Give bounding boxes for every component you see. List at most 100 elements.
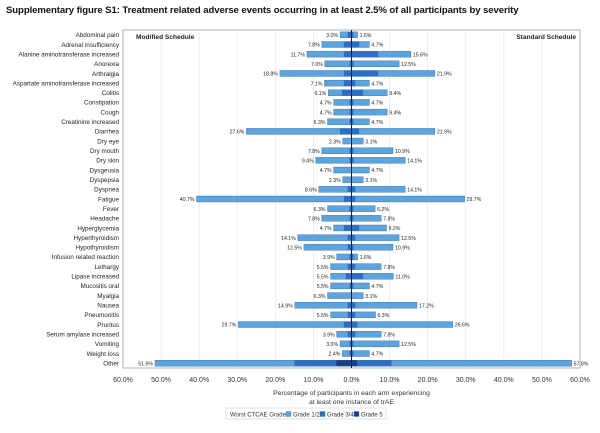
x-tick-label: 40.0% [494, 377, 514, 384]
data-label-standard: 4.7% [371, 284, 383, 290]
bar-modified-grade-3-4 [347, 263, 352, 270]
data-label-standard: 3.1% [365, 294, 377, 300]
data-label-standard: 10.9% [395, 149, 410, 155]
category-label: Cough [100, 109, 119, 116]
bar-standard-grade-3-4 [351, 273, 363, 280]
bar-modified-grade-1-2 [333, 108, 352, 116]
right-panel-label: Standard Schedule [516, 34, 576, 41]
data-label-standard: 6.3% [377, 313, 389, 319]
bar-standard-grade-3-4 [351, 302, 356, 309]
data-label-standard: 12.5% [401, 342, 416, 348]
bar-standard-grade-1-2 [351, 215, 382, 222]
bar-modified-grade-3-4 [347, 311, 352, 318]
bar-modified-grade-3-4 [343, 70, 352, 77]
data-label-standard: 9.2% [389, 226, 401, 232]
bar-modified-grade-3-4 [345, 273, 352, 280]
bar-modified-grade-3-4 [349, 215, 352, 222]
legend-swatch [353, 411, 360, 417]
bar-modified-grade-1-2 [318, 186, 352, 193]
x-tick-label: 20.0% [418, 377, 438, 384]
data-label-standard: 29.7% [467, 197, 482, 203]
category-label: Diarrhea [95, 129, 120, 136]
left-panel-label: Modified Schedule [136, 34, 195, 41]
data-label-standard: 9.4% [389, 110, 401, 116]
data-label-modified: 9.4% [302, 159, 314, 165]
bar-modified-grade-1-2 [238, 321, 352, 328]
category-label: Hyperglycemia [77, 225, 119, 232]
data-label-modified: 6.3% [314, 120, 326, 126]
bar-modified-grade-3-4 [349, 157, 352, 164]
data-label-standard: 10.9% [395, 245, 410, 251]
category-label: Myalgia [97, 293, 119, 300]
data-label-standard: 6.2% [377, 207, 389, 213]
bar-standard-grade-1-2 [351, 157, 406, 164]
bar-modified-grade-3-4 [347, 234, 352, 241]
data-label-modified: 2.4% [329, 352, 341, 358]
legend-entry: Grade 3/4 [327, 413, 354, 419]
bar-standard-grade-3-4 [351, 89, 363, 96]
data-label-standard: 3.1% [365, 139, 377, 145]
x-tick-label: 10.0% [380, 377, 400, 384]
bar-standard-grade-3-4 [351, 311, 356, 318]
x-tick-label: 30.0% [227, 377, 247, 384]
bar-modified-grade-5 [336, 360, 352, 367]
bar-modified-grade-3-4 [349, 109, 352, 116]
bar-modified-grade-1-2 [342, 176, 352, 183]
category-label: Dyspepsia [90, 177, 120, 184]
bar-standard-grade-3-4 [351, 282, 354, 289]
bar-modified-grade-3-4 [343, 41, 352, 48]
bar-standard-grade-3-4 [351, 263, 356, 270]
category-label: Infusion related reaction [52, 254, 120, 261]
data-label-standard: 4.7% [371, 352, 383, 358]
bar-modified-grade-3-4 [349, 205, 352, 212]
category-label: Anorexia [94, 61, 119, 68]
data-label-modified: 14.9% [278, 303, 293, 309]
x-axis-label: Percentage of participants in each arm e… [273, 390, 430, 397]
bar-modified-grade-1-2 [321, 147, 352, 154]
category-label: Pneumonitis [84, 312, 119, 319]
data-label-modified: 5.5% [317, 265, 329, 271]
bar-standard-grade-3-4 [351, 234, 356, 241]
category-label: Aspartate aminotransferase increased [13, 80, 120, 87]
bar-standard-grade-1-2 [351, 166, 370, 174]
figure-title: Supplementary figure S1: Treatment relat… [6, 5, 519, 16]
legend-swatch [319, 411, 326, 417]
category-label: Nausea [97, 303, 119, 310]
data-label-modified: 7.8% [308, 43, 320, 49]
bar-modified-grade-1-2 [315, 157, 352, 164]
category-label: Fever [103, 206, 119, 213]
data-label-standard: 17.2% [419, 303, 434, 309]
data-label-modified: 7.8% [308, 217, 320, 223]
data-label-modified: 3.0% [326, 33, 338, 39]
x-tick-label: 50.0% [151, 377, 171, 384]
data-label-modified: 4.7% [320, 226, 332, 232]
bar-standard-grade-3-4 [351, 224, 360, 231]
bar-modified-grade-1-2 [303, 244, 352, 251]
x-tick-label: 0.0% [344, 377, 360, 384]
data-label-modified: 8.6% [305, 188, 317, 194]
legend-title: Worst CTCAE Grade [230, 413, 287, 419]
data-label-standard: 7.8% [383, 217, 395, 223]
bar-standard-grade-3-4 [351, 128, 360, 135]
x-tick-label: 10.0% [303, 377, 323, 384]
data-label-modified: 18.8% [263, 72, 278, 78]
x-tick-label: 20.0% [265, 377, 285, 384]
bar-standard-grade-3-4 [351, 186, 356, 193]
bar-modified-grade-3-4 [349, 340, 352, 347]
data-label-standard: 4.7% [371, 120, 383, 126]
data-label-modified: 3.9% [323, 332, 335, 338]
data-label-standard: 4.7% [371, 43, 383, 49]
category-label: Serum amylase increased [46, 332, 119, 339]
bar-standard-grade-1-2 [351, 340, 400, 348]
data-label-standard: 7.8% [383, 265, 395, 271]
category-label: Arthralgia [92, 71, 119, 78]
data-label-standard: 21.9% [437, 130, 452, 136]
data-label-modified: 11.7% [291, 52, 306, 58]
data-label-modified: 29.7% [222, 323, 237, 329]
data-label-modified: 4.7% [320, 110, 332, 116]
data-label-modified: 7.0% [311, 62, 323, 68]
data-label-standard: 4.7% [371, 168, 383, 174]
data-label-standard: 57.8% [574, 361, 589, 367]
x-tick-label: 60.0% [113, 377, 133, 384]
category-label: Abdominal pain [76, 32, 120, 39]
